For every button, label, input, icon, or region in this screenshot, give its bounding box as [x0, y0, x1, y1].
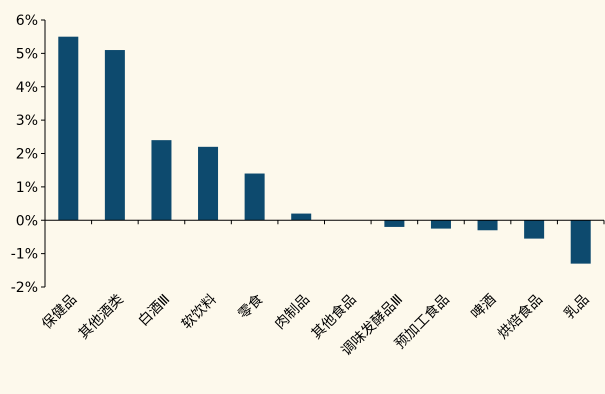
bar	[430, 220, 451, 229]
y-tick-label: 0%	[16, 213, 38, 229]
x-axis	[44, 219, 605, 225]
y-tick-label: 5%	[16, 46, 38, 62]
y-tick-label: -1%	[11, 247, 38, 263]
x-category-label: 软饮料	[179, 292, 220, 333]
y-axis: -2% -1% 0% 1% 2% 3% 4% 5% 6%	[11, 13, 46, 296]
bar	[384, 220, 405, 227]
x-category-label: 保健品	[39, 292, 80, 333]
y-tick-label: -2%	[11, 280, 38, 296]
bar	[570, 220, 591, 264]
bar	[151, 140, 172, 221]
x-category-label: 其他酒类	[76, 292, 127, 343]
bars-group	[58, 36, 591, 264]
y-tick-label: 2%	[16, 147, 38, 163]
x-category-label: 零食	[235, 291, 267, 323]
x-category-label: 肉制品	[272, 292, 313, 333]
bar	[198, 146, 219, 221]
bar	[244, 173, 265, 221]
y-tick-label: 4%	[16, 80, 38, 96]
bar	[58, 36, 79, 221]
x-tick-labels: 保健品其他酒类 白酒Ⅲ 软饮料 零食 肉制品其他食品调味发酵品Ⅲ预加工食品 啤酒烘焙食品乳…	[39, 291, 592, 359]
x-category-label: 白酒Ⅲ	[135, 292, 173, 330]
y-tick-label: 6%	[16, 13, 38, 29]
x-category-label: 烘焙食品	[494, 291, 546, 343]
bar	[524, 220, 545, 239]
x-category-label: 啤酒	[468, 292, 499, 323]
y-tick-label: 3%	[16, 113, 38, 129]
bar	[477, 220, 498, 231]
y-tick-label: 1%	[16, 180, 38, 196]
bar	[291, 213, 312, 221]
x-category-label: 乳品	[561, 292, 592, 323]
bar	[104, 50, 125, 221]
